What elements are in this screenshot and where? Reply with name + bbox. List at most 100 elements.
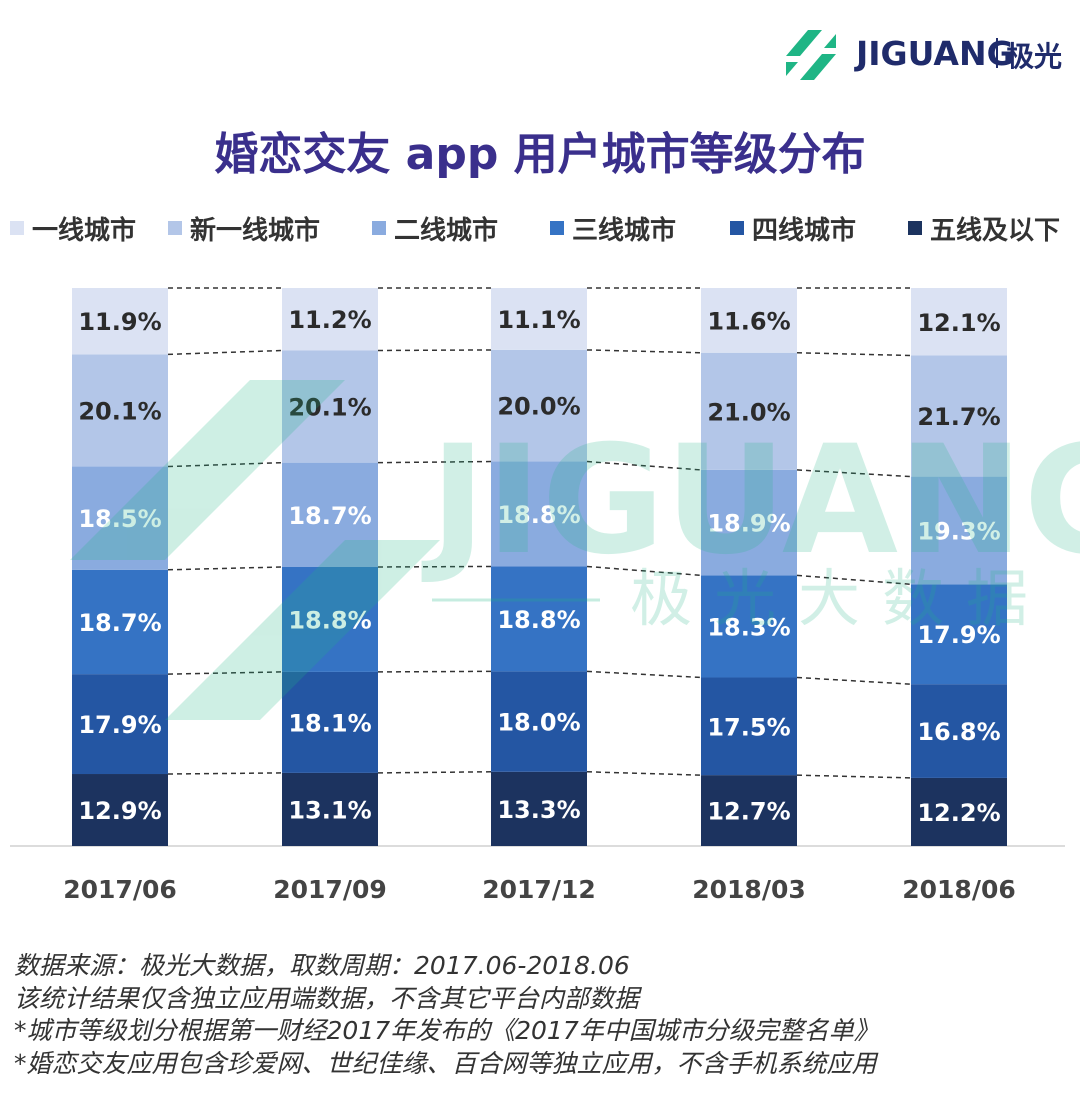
bar-segment bbox=[282, 288, 378, 351]
data-label: 18.5% bbox=[78, 505, 161, 533]
connector-line bbox=[167, 566, 283, 571]
connector-line bbox=[796, 574, 912, 586]
bar-segment bbox=[491, 671, 587, 772]
data-label: 11.9% bbox=[78, 308, 161, 336]
data-label: 11.1% bbox=[497, 306, 580, 334]
bar-segment bbox=[911, 288, 1007, 356]
data-label: 18.8% bbox=[288, 606, 371, 634]
footnote-scope: 该统计结果仅含独立应用端数据，不含其它平台内部数据 bbox=[14, 983, 640, 1013]
legend-swatch bbox=[372, 221, 386, 235]
footnote-city-tier: *城市等级划分根据第一财经2017年发布的《2017年中国城市分级完整名单》 bbox=[14, 1016, 879, 1045]
footnote-source: 数据来源：极光大数据，取数周期：2017.06-2018.06 bbox=[14, 951, 630, 980]
x-tick-label: 2017/09 bbox=[273, 875, 387, 904]
connector-line bbox=[377, 460, 492, 464]
bar-segment bbox=[491, 771, 587, 846]
legend-swatch bbox=[168, 221, 182, 235]
data-label: 12.9% bbox=[78, 797, 161, 825]
legend-swatch bbox=[730, 221, 744, 235]
bar-segment bbox=[911, 584, 1007, 685]
chart-title: 婚恋交友 app 用户城市等级分布 bbox=[214, 129, 866, 180]
connector-line bbox=[796, 351, 912, 357]
data-label: 17.9% bbox=[78, 711, 161, 739]
data-label: 18.7% bbox=[288, 502, 371, 530]
legend-label: 三线城市 bbox=[572, 215, 677, 246]
bar-segment bbox=[701, 775, 797, 846]
bar-segment bbox=[911, 355, 1007, 477]
data-label: 12.1% bbox=[917, 309, 1000, 337]
connector-line bbox=[796, 774, 912, 779]
logo-cn-text: 极光 bbox=[1006, 40, 1063, 73]
x-tick-label: 2017/12 bbox=[482, 875, 596, 904]
data-label: 12.2% bbox=[917, 799, 1000, 827]
bar-segment bbox=[491, 288, 587, 350]
data-label: 13.3% bbox=[497, 796, 580, 824]
bar-segment bbox=[701, 677, 797, 776]
connector-line bbox=[377, 771, 492, 774]
data-label: 17.5% bbox=[707, 713, 790, 741]
connector-line bbox=[796, 469, 912, 478]
bar-segment bbox=[72, 466, 168, 570]
bar-segment bbox=[911, 476, 1007, 585]
data-label: 20.1% bbox=[78, 397, 161, 425]
connector-line bbox=[167, 671, 283, 675]
connector-line bbox=[167, 461, 283, 468]
legend-item: 五线及以下 bbox=[908, 208, 1060, 248]
bar-segment bbox=[701, 469, 797, 576]
bar-segment bbox=[282, 350, 378, 463]
data-label: 11.6% bbox=[707, 307, 790, 335]
logo-brand-text: JIGUANG bbox=[856, 34, 1014, 73]
connector-line bbox=[586, 349, 702, 354]
legend-item: 二线城市 bbox=[372, 208, 498, 248]
legend-label: 一线城市 bbox=[32, 215, 137, 246]
data-label: 12.7% bbox=[707, 798, 790, 826]
legend-item: 三线城市 bbox=[550, 208, 676, 248]
bar-segment bbox=[701, 288, 797, 353]
bar-segment bbox=[282, 567, 378, 672]
connector-line bbox=[586, 460, 702, 471]
data-label: 18.9% bbox=[707, 510, 790, 538]
data-label: 21.7% bbox=[917, 403, 1000, 431]
bar-segment bbox=[282, 462, 378, 567]
bar-segment bbox=[282, 772, 378, 846]
bar-segment bbox=[701, 575, 797, 678]
stacked-bar-chart: 12.9% 17.9% 18.7% 18.5% 20.1% 11.9% 2017/06 13.… bbox=[10, 287, 1065, 904]
bar-segment bbox=[491, 566, 587, 672]
bar-segment bbox=[72, 674, 168, 775]
data-label: 17.9% bbox=[917, 621, 1000, 649]
footnote-apps: *婚恋交友应用包含珍爱网、世纪佳缘、百合网等独立应用，不含手机系统应用 bbox=[14, 1048, 877, 1078]
connector-line bbox=[167, 349, 283, 356]
x-tick-label: 2017/06 bbox=[63, 875, 177, 904]
x-tick-label: 2018/03 bbox=[692, 875, 806, 904]
x-tick-label: 2018/06 bbox=[902, 875, 1016, 904]
bar-segment bbox=[491, 461, 587, 567]
data-label: 18.3% bbox=[707, 613, 790, 641]
jiguang-logo: JIGUANG 极光 bbox=[778, 22, 1068, 86]
legend-label: 四线城市 bbox=[752, 215, 857, 246]
chart-legend: 一线城市 新一线城市 二线城市 三线城市 四线城市 五线及以下 bbox=[0, 208, 1080, 248]
connector-line bbox=[586, 670, 702, 679]
connector-line bbox=[377, 349, 492, 352]
data-label: 18.7% bbox=[78, 609, 161, 637]
bar-segment bbox=[701, 352, 797, 470]
data-label: 19.3% bbox=[917, 517, 1000, 545]
bar-segment bbox=[282, 671, 378, 773]
legend-item: 一线城市 bbox=[10, 208, 136, 248]
connector-line bbox=[377, 565, 492, 568]
bar-segment bbox=[72, 354, 168, 467]
jiguang-logo-icon bbox=[786, 30, 836, 80]
data-label: 18.8% bbox=[497, 501, 580, 529]
legend-label: 五线及以下 bbox=[930, 215, 1061, 246]
bar-segment bbox=[72, 569, 168, 675]
bar-segment bbox=[911, 777, 1007, 846]
data-label: 18.8% bbox=[497, 606, 580, 634]
legend-swatch bbox=[550, 221, 564, 235]
logo-separator bbox=[996, 38, 998, 68]
data-label: 18.0% bbox=[497, 709, 580, 737]
data-label: 20.0% bbox=[497, 393, 580, 421]
legend-label: 二线城市 bbox=[394, 215, 499, 246]
legend-swatch bbox=[10, 221, 24, 235]
connector-line bbox=[586, 565, 702, 577]
bar-segment bbox=[72, 774, 168, 846]
legend-swatch bbox=[908, 221, 922, 235]
legend-item: 四线城市 bbox=[730, 208, 856, 248]
